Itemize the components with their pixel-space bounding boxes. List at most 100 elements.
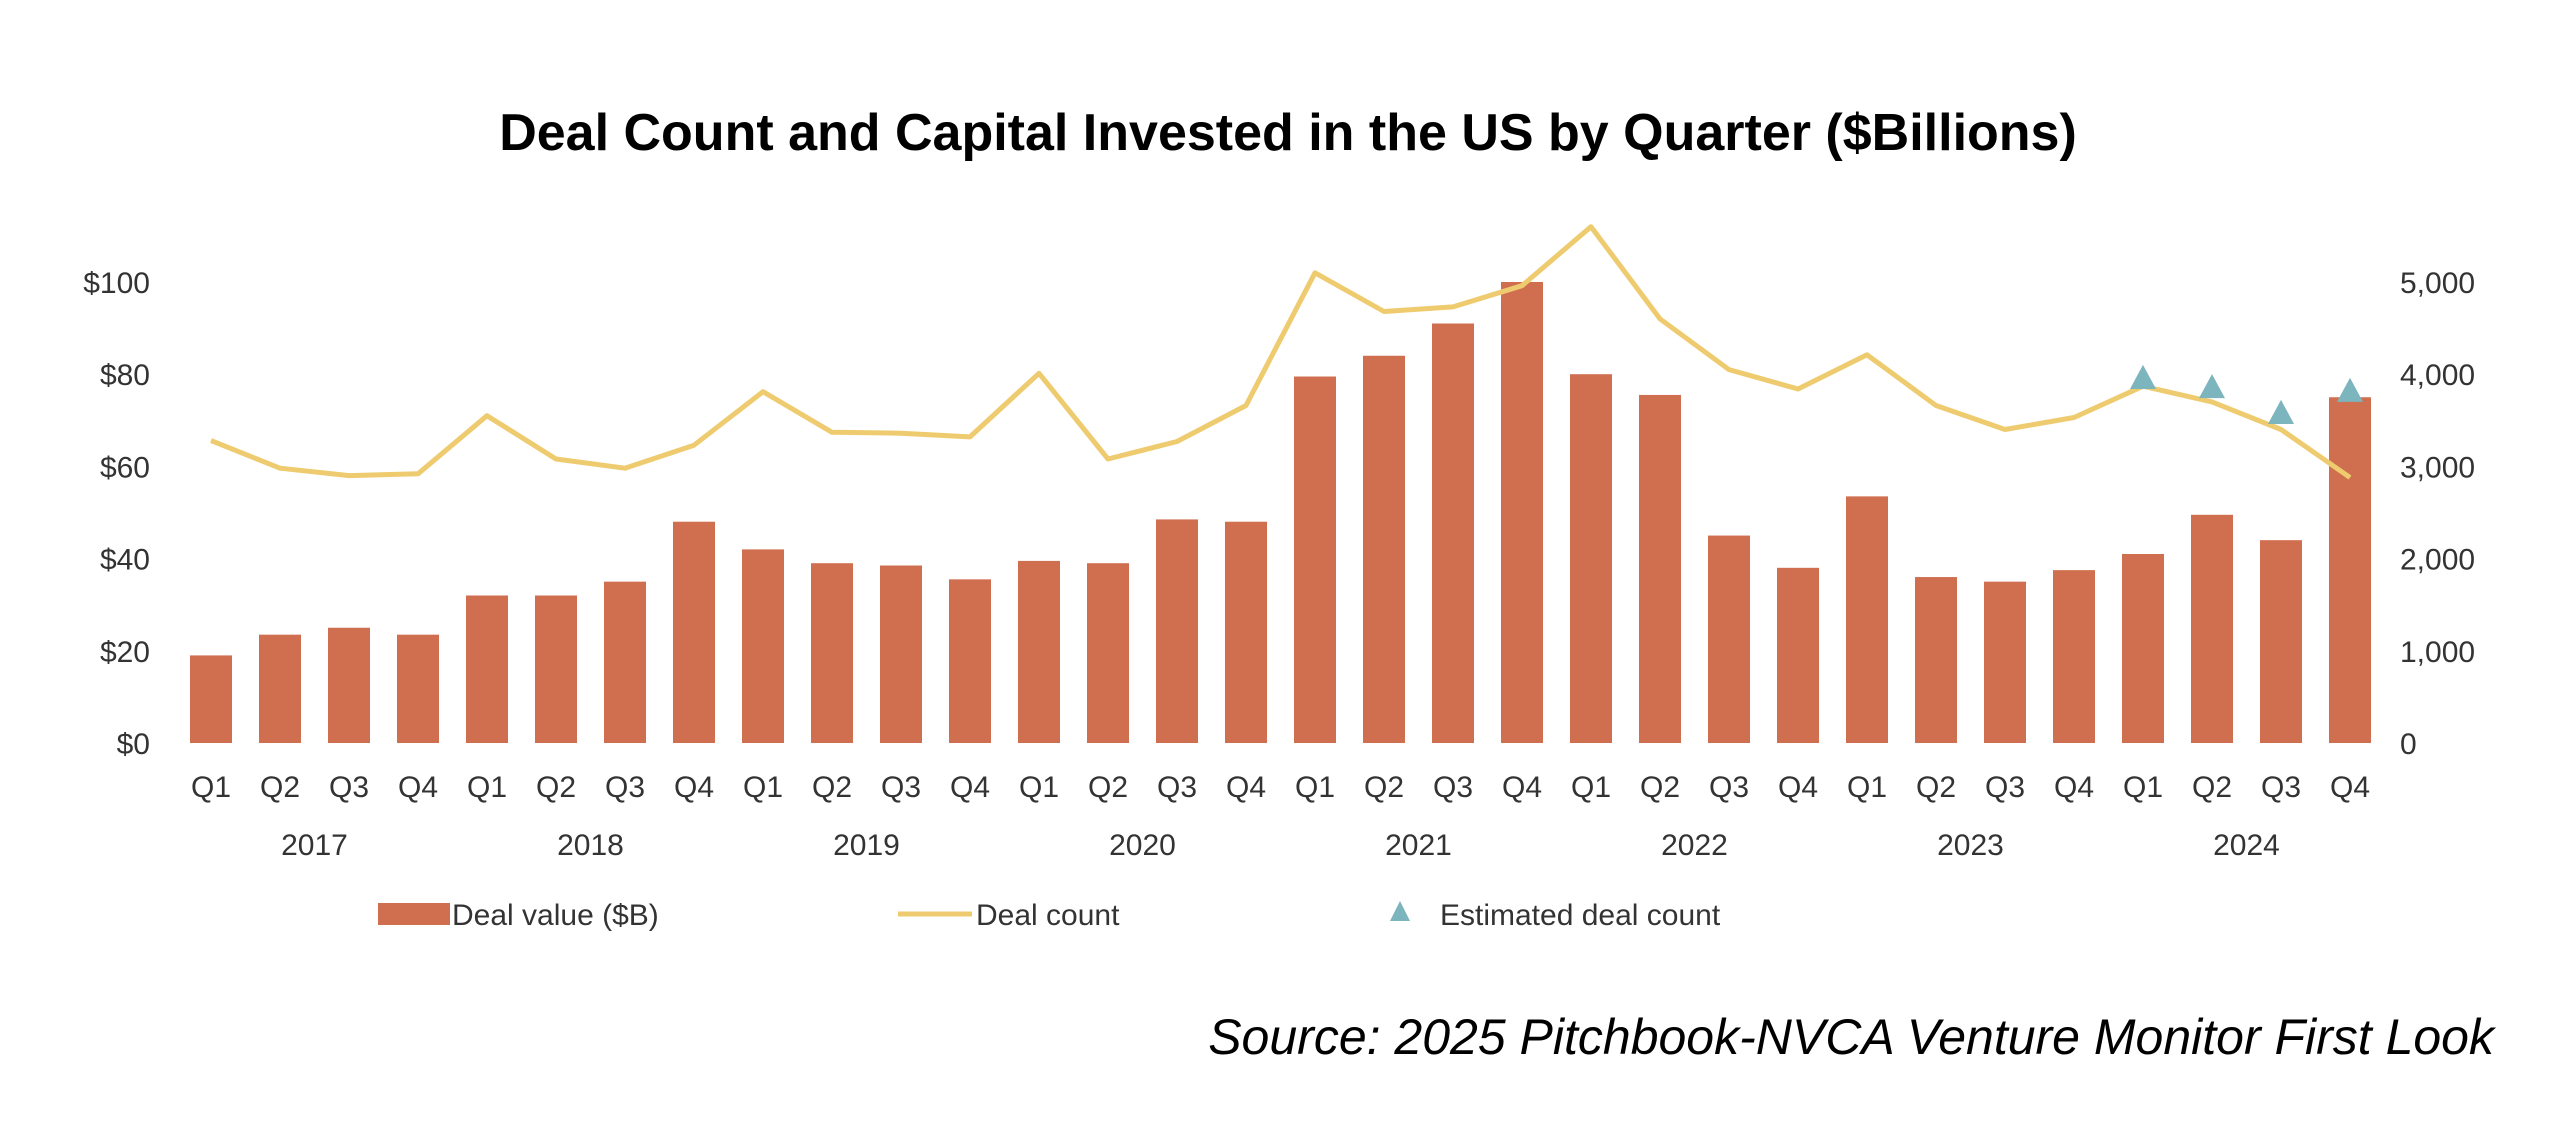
quarter-label: Q1 bbox=[743, 771, 783, 804]
legend-label-deal-value: Deal value ($B) bbox=[452, 899, 659, 932]
right-tick-label: 4,000 bbox=[2400, 359, 2475, 392]
quarter-label: Q2 bbox=[536, 771, 576, 804]
quarter-label: Q3 bbox=[1157, 771, 1197, 804]
estimated-deal-count-markers bbox=[2130, 364, 2363, 424]
deal-value-bar bbox=[2260, 540, 2302, 743]
quarter-label: Q2 bbox=[1640, 771, 1680, 804]
right-tick-label: 5,000 bbox=[2400, 267, 2475, 300]
quarter-label: Q3 bbox=[1709, 771, 1749, 804]
right-tick-label: 1,000 bbox=[2400, 636, 2475, 669]
legend: Deal value ($B) Deal count Estimated dea… bbox=[378, 899, 1721, 932]
year-label: 2024 bbox=[2213, 829, 2280, 862]
quarter-label: Q1 bbox=[191, 771, 231, 804]
quarter-label: Q2 bbox=[1088, 771, 1128, 804]
year-label: 2023 bbox=[1937, 829, 2004, 862]
deal-value-bar bbox=[328, 627, 370, 743]
quarter-label: Q2 bbox=[260, 771, 300, 804]
year-labels: 2017 2018 2019 2020 2021 2022 2023 2024 bbox=[281, 829, 2280, 862]
quarter-label: Q4 bbox=[398, 771, 438, 804]
year-label: 2019 bbox=[833, 829, 900, 862]
deal-value-bar bbox=[1984, 581, 2026, 743]
quarter-label: Q1 bbox=[1019, 771, 1059, 804]
quarter-label: Q3 bbox=[2261, 771, 2301, 804]
deal-value-bar bbox=[949, 579, 991, 743]
right-axis: 0 1,000 2,000 3,000 4,000 5,000 bbox=[2400, 267, 2475, 761]
year-label: 2020 bbox=[1109, 829, 1176, 862]
quarter-label: Q1 bbox=[2123, 771, 2163, 804]
deal-count-line bbox=[210, 224, 2352, 480]
quarter-label: Q4 bbox=[2330, 771, 2370, 804]
left-axis: $0 $20 $40 $60 $80 $100 bbox=[83, 267, 150, 761]
quarter-label: Q4 bbox=[1226, 771, 1266, 804]
source-note: Source: 2025 Pitchbook-NVCA Venture Moni… bbox=[1208, 1009, 2497, 1065]
quarter-label: Q3 bbox=[605, 771, 645, 804]
quarter-label: Q1 bbox=[1295, 771, 1335, 804]
left-tick-label: $0 bbox=[117, 728, 150, 761]
deal-value-bar bbox=[880, 565, 922, 743]
deal-value-bar bbox=[604, 581, 646, 743]
quarter-label: Q3 bbox=[881, 771, 921, 804]
quarter-label: Q3 bbox=[1985, 771, 2025, 804]
deal-value-bar bbox=[2053, 570, 2095, 743]
legend-swatch-estimated bbox=[1390, 901, 1410, 921]
quarter-label: Q3 bbox=[1433, 771, 1473, 804]
deal-value-bar bbox=[1363, 355, 1405, 743]
quarter-label: Q4 bbox=[950, 771, 990, 804]
legend-swatch-deal-value bbox=[378, 903, 450, 925]
deal-value-bar bbox=[742, 549, 784, 743]
deal-value-bar bbox=[2329, 397, 2371, 743]
estimated-deal-count-marker bbox=[2130, 364, 2156, 389]
deal-value-bar bbox=[259, 634, 301, 743]
deal-value-bar bbox=[2191, 514, 2233, 743]
quarter-label: Q4 bbox=[1502, 771, 1542, 804]
deal-value-bar bbox=[1018, 560, 1060, 743]
quarter-label: Q1 bbox=[1571, 771, 1611, 804]
chart-title: Deal Count and Capital Invested in the U… bbox=[499, 104, 2077, 162]
deal-value-bar bbox=[190, 655, 232, 743]
deal-value-bar bbox=[1501, 282, 1543, 743]
left-tick-label: $40 bbox=[100, 544, 150, 577]
deal-value-bar bbox=[1915, 577, 1957, 743]
deal-value-bar bbox=[1777, 567, 1819, 743]
deal-value-bar bbox=[1087, 563, 1129, 743]
quarter-label: Q2 bbox=[2192, 771, 2232, 804]
quarter-label: Q2 bbox=[1364, 771, 1404, 804]
year-label: 2017 bbox=[281, 829, 348, 862]
left-tick-label: $20 bbox=[100, 636, 150, 669]
estimated-deal-count-marker bbox=[2337, 377, 2363, 402]
deal-value-bar bbox=[673, 521, 715, 743]
deal-value-bar bbox=[1225, 521, 1267, 743]
quarter-label: Q2 bbox=[1916, 771, 1956, 804]
deal-value-bar bbox=[2122, 553, 2164, 743]
deal-value-bar bbox=[1156, 519, 1198, 743]
quarter-label: Q4 bbox=[2054, 771, 2094, 804]
quarter-label: Q3 bbox=[329, 771, 369, 804]
deal-value-bar bbox=[1639, 394, 1681, 743]
year-label: 2018 bbox=[557, 829, 624, 862]
quarter-label: Q4 bbox=[674, 771, 714, 804]
estimated-deal-count-marker bbox=[2268, 399, 2294, 424]
estimated-deal-count-marker bbox=[2199, 374, 2225, 399]
year-label: 2021 bbox=[1385, 829, 1452, 862]
left-tick-label: $100 bbox=[83, 267, 150, 300]
deal-value-bar bbox=[1708, 535, 1750, 743]
right-tick-label: 2,000 bbox=[2400, 544, 2475, 577]
left-tick-label: $60 bbox=[100, 451, 150, 484]
legend-label-deal-count: Deal count bbox=[976, 899, 1120, 932]
right-tick-label: 0 bbox=[2400, 728, 2417, 761]
legend-label-estimated: Estimated deal count bbox=[1440, 899, 1721, 932]
right-tick-label: 3,000 bbox=[2400, 451, 2475, 484]
left-tick-label: $80 bbox=[100, 359, 150, 392]
quarter-label: Q1 bbox=[467, 771, 507, 804]
deal-value-bar bbox=[466, 595, 508, 743]
deal-value-bar bbox=[397, 634, 439, 743]
quarter-label: Q1 bbox=[1847, 771, 1887, 804]
deal-value-bars bbox=[190, 282, 2371, 743]
deal-value-bar bbox=[1432, 323, 1474, 743]
quarter-label: Q2 bbox=[812, 771, 852, 804]
deal-value-bar bbox=[535, 595, 577, 743]
deal-value-bar bbox=[1846, 496, 1888, 743]
quarter-label: Q4 bbox=[1778, 771, 1818, 804]
quarter-labels: Q1 Q2 Q3 Q4 Q1 Q2 Q3 Q4 Q1 Q2 Q3 Q4 Q1 Q2 Q3 Q4 Q1 Q2 Q3 Q4… bbox=[191, 771, 2370, 804]
